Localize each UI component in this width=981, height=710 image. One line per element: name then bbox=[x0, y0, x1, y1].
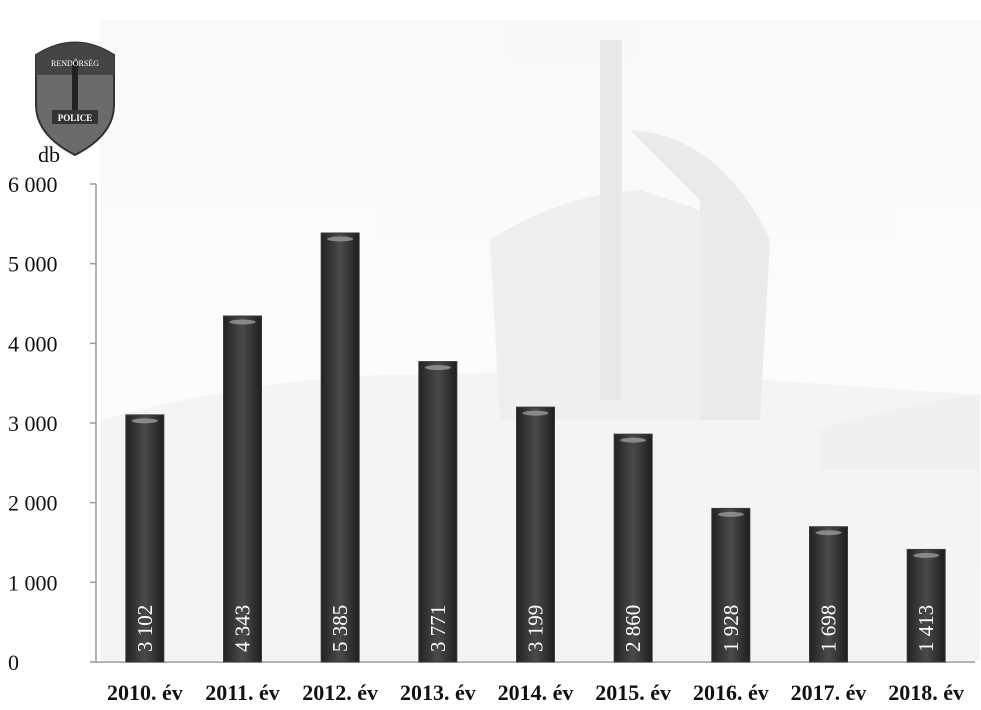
bar-highlight bbox=[620, 437, 647, 443]
x-tick-label: 2017. év bbox=[791, 680, 867, 705]
x-tick-label: 2010. év bbox=[107, 680, 183, 705]
x-tick-label: 2013. év bbox=[400, 680, 476, 705]
x-tick-label: 2018. év bbox=[888, 680, 964, 705]
y-tick-label: 1 000 bbox=[8, 570, 58, 595]
y-tick-label: 3 000 bbox=[8, 411, 58, 436]
bar-highlight bbox=[717, 511, 744, 517]
y-tick-label: 2 000 bbox=[8, 491, 58, 516]
bar-value-label: 1 928 bbox=[719, 605, 743, 652]
bar-highlight bbox=[327, 236, 354, 242]
bar-value-label: 2 860 bbox=[621, 605, 645, 652]
bar-highlight bbox=[913, 552, 940, 558]
bar-highlight bbox=[815, 530, 842, 536]
x-tick-label: 2012. év bbox=[302, 680, 378, 705]
y-tick-label: 4 000 bbox=[8, 331, 58, 356]
bars-group: 3 102 4 343 5 385 3 771 3 199 2 860 1 928 1 698… bbox=[125, 232, 946, 663]
bar-highlight bbox=[522, 410, 549, 416]
bar-highlight bbox=[131, 418, 158, 424]
bar bbox=[906, 548, 946, 663]
bar-value-label: 1 698 bbox=[817, 605, 841, 652]
bar-value-label: 3 199 bbox=[524, 605, 548, 652]
logo-text-bottom: POLICE bbox=[58, 113, 93, 123]
bar bbox=[418, 361, 458, 663]
bar bbox=[613, 433, 653, 663]
x-axis-labels: 2010. év 2011. év 2012. év 2013. év 2014. év… bbox=[107, 680, 964, 705]
bar-value-label: 1 413 bbox=[914, 605, 938, 652]
bar bbox=[320, 232, 360, 663]
logo-text-top: RENDŐRSÉG bbox=[51, 58, 99, 68]
bar-value-label: 5 385 bbox=[328, 605, 352, 652]
y-axis-unit-label: db bbox=[38, 142, 60, 167]
y-tick-label: 5 000 bbox=[8, 252, 58, 277]
y-axis-ticks: 0 1 000 2 000 3 000 4 000 5 000 6 000 bbox=[8, 172, 96, 675]
x-tick-label: 2016. év bbox=[693, 680, 769, 705]
bar bbox=[223, 315, 262, 663]
x-tick-label: 2011. év bbox=[205, 680, 280, 705]
x-tick-label: 2015. év bbox=[595, 680, 671, 705]
bar bbox=[516, 406, 555, 663]
bar-highlight bbox=[424, 365, 451, 371]
bar-value-label: 3 102 bbox=[133, 605, 157, 652]
bar-value-label: 3 771 bbox=[426, 605, 450, 652]
bar bbox=[711, 507, 751, 663]
y-tick-label: 0 bbox=[8, 650, 19, 675]
police-shield-icon: RENDŐRSÉG POLICE bbox=[35, 41, 115, 157]
y-tick-label: 6 000 bbox=[8, 172, 58, 197]
x-tick-label: 2014. év bbox=[498, 680, 574, 705]
bar-highlight bbox=[229, 319, 256, 325]
bar bbox=[125, 414, 165, 663]
bar bbox=[809, 526, 848, 663]
bar-value-label: 4 343 bbox=[231, 605, 255, 652]
